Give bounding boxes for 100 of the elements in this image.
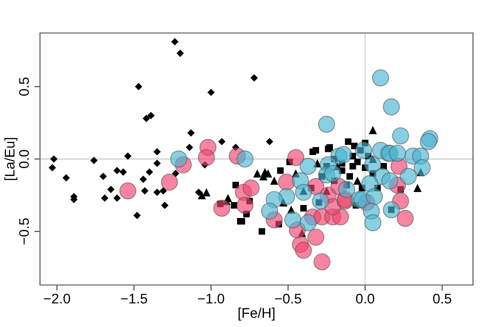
point bbox=[266, 138, 274, 146]
point bbox=[286, 158, 293, 166]
point bbox=[232, 144, 240, 152]
point bbox=[90, 156, 98, 164]
point bbox=[261, 202, 278, 220]
point bbox=[318, 116, 336, 133]
point bbox=[413, 184, 422, 192]
point bbox=[338, 160, 346, 167]
point bbox=[207, 88, 215, 96]
point bbox=[355, 142, 372, 159]
point bbox=[295, 242, 312, 259]
point bbox=[324, 164, 342, 182]
point bbox=[198, 149, 215, 166]
point bbox=[201, 161, 209, 168]
point bbox=[392, 127, 410, 144]
point bbox=[172, 170, 180, 178]
point bbox=[276, 220, 282, 228]
point bbox=[368, 126, 377, 134]
point bbox=[146, 168, 154, 176]
point bbox=[160, 187, 167, 195]
point bbox=[358, 184, 366, 192]
point bbox=[246, 198, 253, 204]
point bbox=[186, 144, 194, 152]
point bbox=[351, 142, 358, 150]
point bbox=[277, 167, 284, 174]
point bbox=[314, 253, 330, 270]
point bbox=[170, 150, 188, 168]
point bbox=[100, 172, 107, 180]
point bbox=[370, 170, 376, 177]
x-tick-label: 0.5 bbox=[433, 294, 452, 304]
point bbox=[243, 210, 250, 218]
point bbox=[389, 144, 406, 162]
point bbox=[171, 38, 179, 46]
point bbox=[354, 158, 361, 166]
point bbox=[312, 192, 329, 210]
point bbox=[307, 228, 324, 246]
point bbox=[364, 214, 382, 232]
point bbox=[380, 162, 387, 170]
point bbox=[313, 159, 322, 168]
point bbox=[352, 202, 360, 209]
point bbox=[176, 50, 184, 57]
point bbox=[335, 146, 352, 164]
point bbox=[322, 186, 331, 195]
point bbox=[331, 177, 338, 184]
point bbox=[153, 160, 161, 168]
point bbox=[198, 191, 206, 200]
x-tick-label: −1.5 bbox=[120, 294, 148, 304]
point bbox=[350, 152, 356, 160]
point bbox=[292, 169, 300, 178]
point bbox=[50, 155, 58, 163]
x-tick-label: 0.0 bbox=[356, 294, 374, 304]
point bbox=[134, 82, 142, 90]
point bbox=[160, 174, 178, 191]
point bbox=[147, 112, 155, 120]
point bbox=[113, 194, 121, 202]
point bbox=[48, 164, 56, 172]
point bbox=[195, 188, 202, 196]
point bbox=[279, 198, 288, 206]
point bbox=[346, 173, 353, 180]
point bbox=[141, 187, 148, 195]
point bbox=[382, 201, 400, 218]
point bbox=[142, 114, 150, 122]
point bbox=[202, 188, 210, 196]
point bbox=[242, 179, 260, 196]
point bbox=[338, 180, 356, 198]
point bbox=[287, 149, 304, 166]
point bbox=[270, 176, 278, 185]
point bbox=[364, 152, 372, 160]
point bbox=[300, 204, 307, 212]
point bbox=[217, 200, 224, 208]
point bbox=[187, 129, 195, 137]
point bbox=[295, 184, 312, 201]
point bbox=[101, 194, 108, 202]
x-axis-title: [Fe/H] bbox=[238, 308, 274, 321]
point bbox=[372, 69, 390, 86]
point bbox=[381, 172, 398, 190]
point bbox=[362, 164, 368, 171]
point bbox=[253, 169, 262, 178]
point bbox=[331, 156, 338, 162]
point bbox=[414, 159, 431, 176]
point bbox=[361, 175, 378, 192]
point bbox=[343, 182, 350, 188]
point bbox=[366, 188, 383, 206]
point bbox=[62, 174, 70, 182]
point bbox=[153, 188, 161, 196]
point bbox=[120, 168, 127, 176]
point bbox=[374, 184, 381, 192]
point bbox=[382, 98, 400, 116]
point bbox=[298, 228, 306, 237]
point bbox=[250, 74, 258, 82]
point bbox=[350, 162, 356, 170]
point bbox=[133, 212, 141, 220]
point bbox=[107, 186, 115, 194]
point bbox=[140, 176, 147, 183]
y-axis-title: [La/Eu] bbox=[4, 138, 18, 180]
point bbox=[232, 182, 239, 188]
point bbox=[113, 166, 121, 174]
point bbox=[397, 186, 404, 193]
point bbox=[308, 184, 314, 192]
point bbox=[264, 169, 272, 178]
